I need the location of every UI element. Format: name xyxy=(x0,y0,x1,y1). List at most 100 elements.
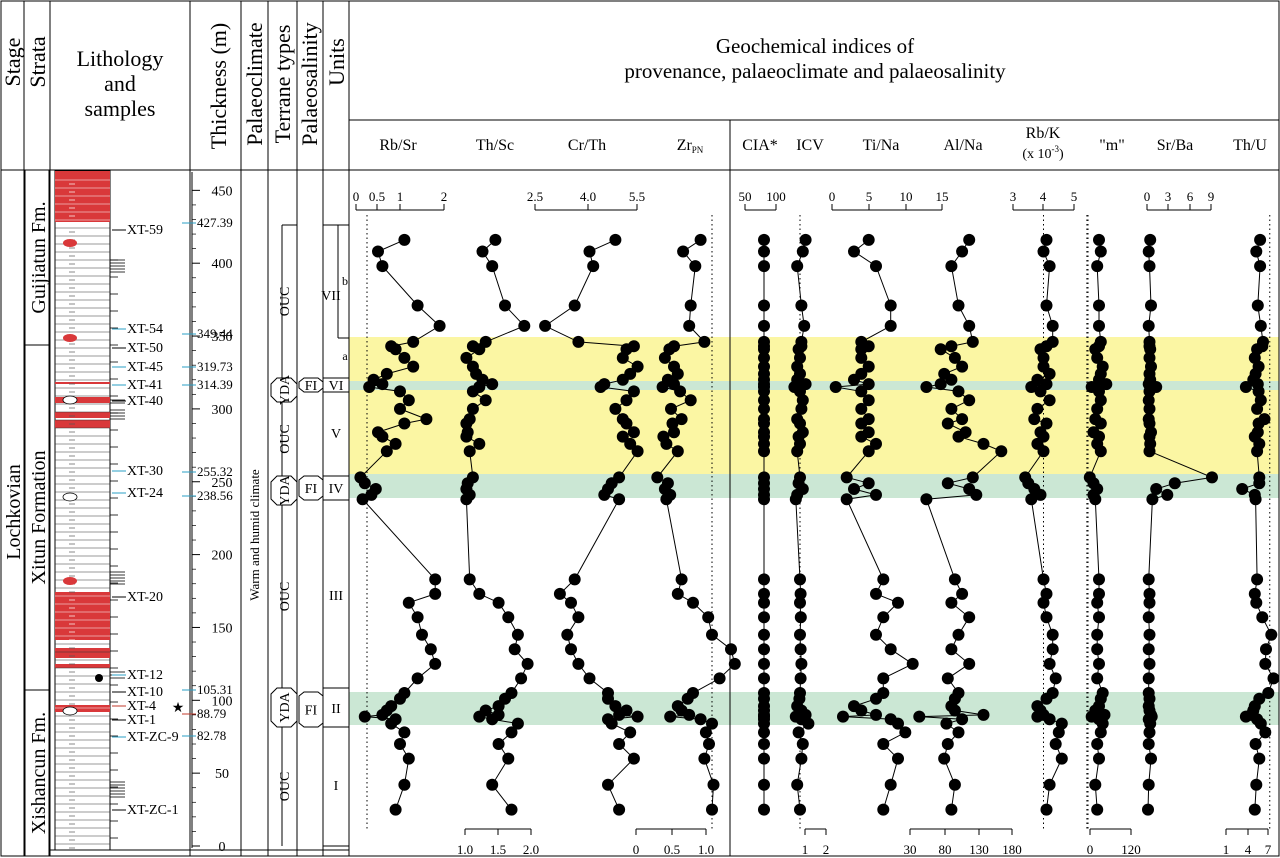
data-point-0-0 xyxy=(389,803,402,816)
data-point-7-13 xyxy=(941,672,954,685)
sample-label-0: XT-59 xyxy=(127,223,163,238)
data-point-3-18 xyxy=(687,596,699,609)
data-point-8-10 xyxy=(1031,700,1044,713)
axis-tick-label-0-2: 1 xyxy=(397,189,404,204)
data-point-7-40 xyxy=(948,351,961,364)
axis-tick-label-8-0: 3 xyxy=(1010,189,1017,204)
data-point-9-35 xyxy=(1085,381,1098,393)
data-point-8-20 xyxy=(1037,573,1050,586)
data-point-10-2 xyxy=(1145,752,1157,765)
thickness-tick-label-7: 350 xyxy=(212,330,233,345)
red-layer-4 xyxy=(55,420,110,428)
data-point-2-45 xyxy=(568,299,581,312)
geochem-title-line1: Geochemical indices of xyxy=(716,34,914,58)
axis-tick-label-7-3: 180 xyxy=(1002,842,1022,857)
data-point-2-46 xyxy=(587,260,600,273)
data-point-8-32 xyxy=(1031,402,1044,415)
data-point-9-45 xyxy=(1093,299,1105,312)
data-point-7-47 xyxy=(956,245,969,258)
data-point-3-0 xyxy=(706,803,718,816)
data-point-9-47 xyxy=(1094,245,1107,258)
salinity-box-2 xyxy=(298,691,324,728)
stage-header: Stage xyxy=(0,38,25,87)
data-point-1-13 xyxy=(515,672,528,685)
data-point-1-26 xyxy=(463,445,476,458)
data-point-7-30 xyxy=(941,417,954,430)
data-point-5-1 xyxy=(791,778,804,791)
data-point-9-25 xyxy=(1083,471,1096,484)
terrane-hex-1 xyxy=(270,377,298,403)
data-point-7-31 xyxy=(956,413,969,426)
data-point-7-19 xyxy=(956,587,969,600)
data-point-8-14 xyxy=(1043,657,1056,670)
geochemistry-plots: Rb/Sr0 0.5 1 2Th/Sc1.0 1.5 2.0Cr/Th2.5 4.0 5.5Z… xyxy=(353,125,1280,857)
data-point-0-16 xyxy=(416,628,428,641)
data-point-6-10 xyxy=(848,700,860,713)
data-point-4-18 xyxy=(758,596,770,609)
data-point-7-5 xyxy=(940,717,953,730)
sample-label-9: XT-12 xyxy=(127,668,163,683)
axis-tick-label-10-2: 6 xyxy=(1187,189,1194,204)
data-point-0-32 xyxy=(394,402,406,415)
data-point-10-0 xyxy=(1142,803,1154,816)
data-point-10-19 xyxy=(1143,587,1156,600)
fossil-symbol-2 xyxy=(62,706,78,716)
red-layer-0 xyxy=(55,648,110,658)
data-point-0-3 xyxy=(394,738,406,750)
fossil-symbol-0 xyxy=(62,395,78,405)
data-point-3-6 xyxy=(694,713,707,726)
data-point-2-12 xyxy=(602,687,614,699)
data-point-0-30 xyxy=(398,417,411,430)
data-point-1-8 xyxy=(492,708,505,721)
terrane-label-2: OUC xyxy=(278,424,293,454)
data-point-3-15 xyxy=(725,643,737,656)
data-point-3-46 xyxy=(689,260,702,273)
strata-box-2 xyxy=(24,689,50,857)
data-point-6-13 xyxy=(877,672,890,685)
data-point-8-16 xyxy=(1046,628,1059,641)
strata-header: Strata xyxy=(25,36,50,88)
data-point-2-17 xyxy=(572,611,585,624)
data-point-2-43 xyxy=(572,335,585,348)
data-point-11-15 xyxy=(1260,643,1272,656)
red-nodule-2 xyxy=(63,577,77,585)
data-point-3-31 xyxy=(675,413,688,426)
data-point-5-2 xyxy=(795,752,808,765)
data-point-1-5 xyxy=(511,717,524,730)
axis-tick-label-6-2: 10 xyxy=(900,189,913,204)
sample-label-2: XT-50 xyxy=(127,341,163,356)
data-point-6-8 xyxy=(870,708,882,721)
data-point-4-3 xyxy=(758,738,770,750)
thickness-header: Thickness (m) xyxy=(206,23,231,149)
data-point-2-33 xyxy=(620,394,633,407)
unit-label-8: I xyxy=(334,779,339,794)
data-point-4-17 xyxy=(758,611,770,624)
data-point-1-46 xyxy=(486,260,499,273)
data-point-1-45 xyxy=(499,299,511,312)
data-point-8-17 xyxy=(1040,611,1053,624)
data-point-6-0 xyxy=(877,803,890,816)
data-point-4-40 xyxy=(758,351,770,364)
data-point-7-20 xyxy=(948,573,961,586)
data-point-0-46 xyxy=(376,260,389,273)
data-point-2-29 xyxy=(627,426,640,439)
data-point-4-0 xyxy=(758,803,770,816)
data-point-3-2 xyxy=(698,752,711,765)
data-point-9-0 xyxy=(1091,803,1104,816)
data-point-11-43 xyxy=(1257,335,1269,348)
data-point-6-24 xyxy=(862,477,875,490)
data-point-8-12 xyxy=(1046,687,1059,699)
data-point-2-31 xyxy=(616,413,629,426)
sample-label-5: XT-40 xyxy=(127,394,163,409)
boundary-label-6: 105.31 xyxy=(197,682,233,697)
data-point-4-29 xyxy=(758,426,770,439)
terrane-label-5: YDA xyxy=(278,691,293,722)
axis-tick-label-0-0: 0 xyxy=(353,189,360,204)
red-nodule-0 xyxy=(63,239,77,247)
data-point-9-29 xyxy=(1087,426,1100,439)
data-point-6-29 xyxy=(862,426,875,439)
thickness-tick-label-5: 250 xyxy=(212,476,233,491)
unit-label-1: b xyxy=(342,274,348,288)
data-point-10-12 xyxy=(1142,687,1155,699)
